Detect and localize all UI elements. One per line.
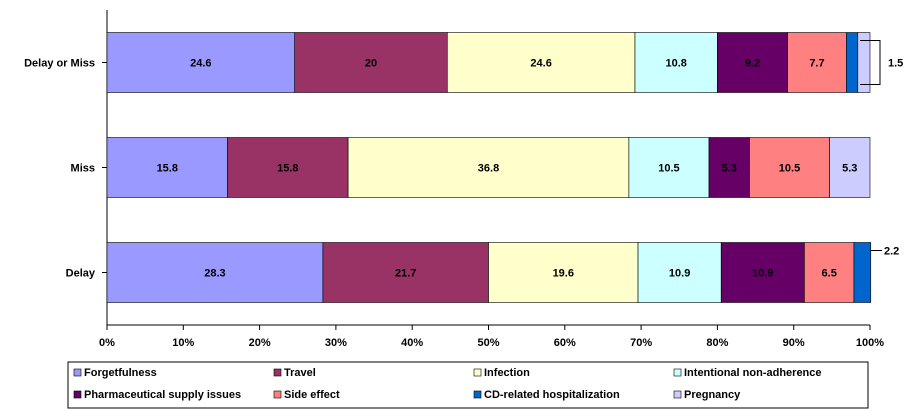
- data-label-delay-or-miss-travel: 20: [365, 58, 377, 70]
- bar-delay-or-miss-pregnancy: [858, 33, 870, 93]
- data-label-miss-intentional-non-adherence: 10.5: [658, 163, 679, 175]
- data-label-delay-travel: 21.7: [395, 268, 416, 280]
- category-label-delay-or-miss: Delay or Miss: [24, 58, 95, 70]
- x-tick-label: 70%: [630, 337, 652, 349]
- category-label-miss: Miss: [71, 163, 95, 175]
- legend-swatch-cd-related-hospitalization: [474, 391, 481, 398]
- data-label-delay-hospitalization-callout: 2.2: [884, 246, 899, 258]
- x-tick-label: 0%: [99, 337, 115, 349]
- x-tick-label: 30%: [325, 337, 347, 349]
- data-label-delay-infection: 19.6: [553, 268, 574, 280]
- legend-label-intentional-non-adherence: Intentional non-adherence: [684, 367, 822, 379]
- x-tick-label: 100%: [856, 337, 884, 349]
- legend-swatch-side-effect: [274, 391, 281, 398]
- data-label-delay-intentional-non-adherence: 10.9: [669, 268, 690, 280]
- data-label-miss-side-effect: 10.5: [779, 163, 800, 175]
- data-label-miss-forgetfulness: 15.8: [157, 163, 178, 175]
- legend: Forgetfulness Travel Infection Intentional …: [68, 362, 868, 408]
- category-label-delay: Delay: [66, 268, 96, 280]
- legend-label-cd-related-hospitalization: CD-related hospitalization: [484, 389, 620, 401]
- legend-swatch-pharmaceutical-supply-issues: [74, 391, 81, 398]
- legend-label-pharmaceutical-supply-issues: Pharmaceutical supply issues: [84, 389, 241, 401]
- x-tick-label: 90%: [783, 337, 805, 349]
- data-label-delay-or-miss-infection: 24.6: [530, 58, 551, 70]
- legend-label-travel: Travel: [284, 367, 316, 379]
- legend-swatch-forgetfulness: [74, 369, 81, 376]
- data-label-delay-pharmaceutical-supply-issues: 10.9: [752, 268, 773, 280]
- x-tick-label: 10%: [172, 337, 194, 349]
- data-label-miss-pregnancy: 5.3: [842, 163, 857, 175]
- legend-swatch-infection: [474, 369, 481, 376]
- x-tick-label: 50%: [477, 337, 499, 349]
- data-label-delay-side-effect: 6.5: [822, 268, 837, 280]
- legend-label-side-effect: Side effect: [284, 389, 340, 401]
- data-label-miss-infection: 36.8: [478, 163, 499, 175]
- data-label-delay-or-miss-pharmaceutical-supply-issues: 9.2: [745, 58, 760, 70]
- legend-swatch-pregnancy: [674, 391, 681, 398]
- data-label-delay-forgetfulness: 28.3: [204, 268, 225, 280]
- bar-delay-cd-related-hospitalization: [854, 243, 871, 303]
- bar-delay-or-miss-cd-related-hospitalization: [846, 33, 857, 93]
- data-label-delay-or-miss-pregnancy-callout: 1.5: [888, 58, 903, 70]
- x-tick-label: 40%: [401, 337, 423, 349]
- data-label-delay-or-miss-forgetfulness: 24.6: [190, 58, 211, 70]
- data-label-delay-or-miss-side-effect: 7.7: [809, 58, 824, 70]
- x-tick-label: 60%: [554, 337, 576, 349]
- legend-swatch-intentional-non-adherence: [674, 369, 681, 376]
- plot-area: Delay or Miss 24.6 20 24.6 10.8 9.2 7.7 1.5 Miss…: [24, 10, 908, 349]
- legend-label-pregnancy: Pregnancy: [684, 389, 741, 401]
- x-tick-label: 80%: [706, 337, 728, 349]
- data-label-miss-travel: 15.8: [277, 163, 298, 175]
- data-label-miss-pharmaceutical-supply-issues: 5.3: [722, 163, 737, 175]
- data-label-delay-or-miss-intentional-non-adherence: 10.8: [665, 58, 686, 70]
- legend-label-forgetfulness: Forgetfulness: [84, 367, 157, 379]
- x-tick-label: 20%: [249, 337, 271, 349]
- legend-label-infection: Infection: [484, 367, 530, 379]
- legend-swatch-travel: [274, 369, 281, 376]
